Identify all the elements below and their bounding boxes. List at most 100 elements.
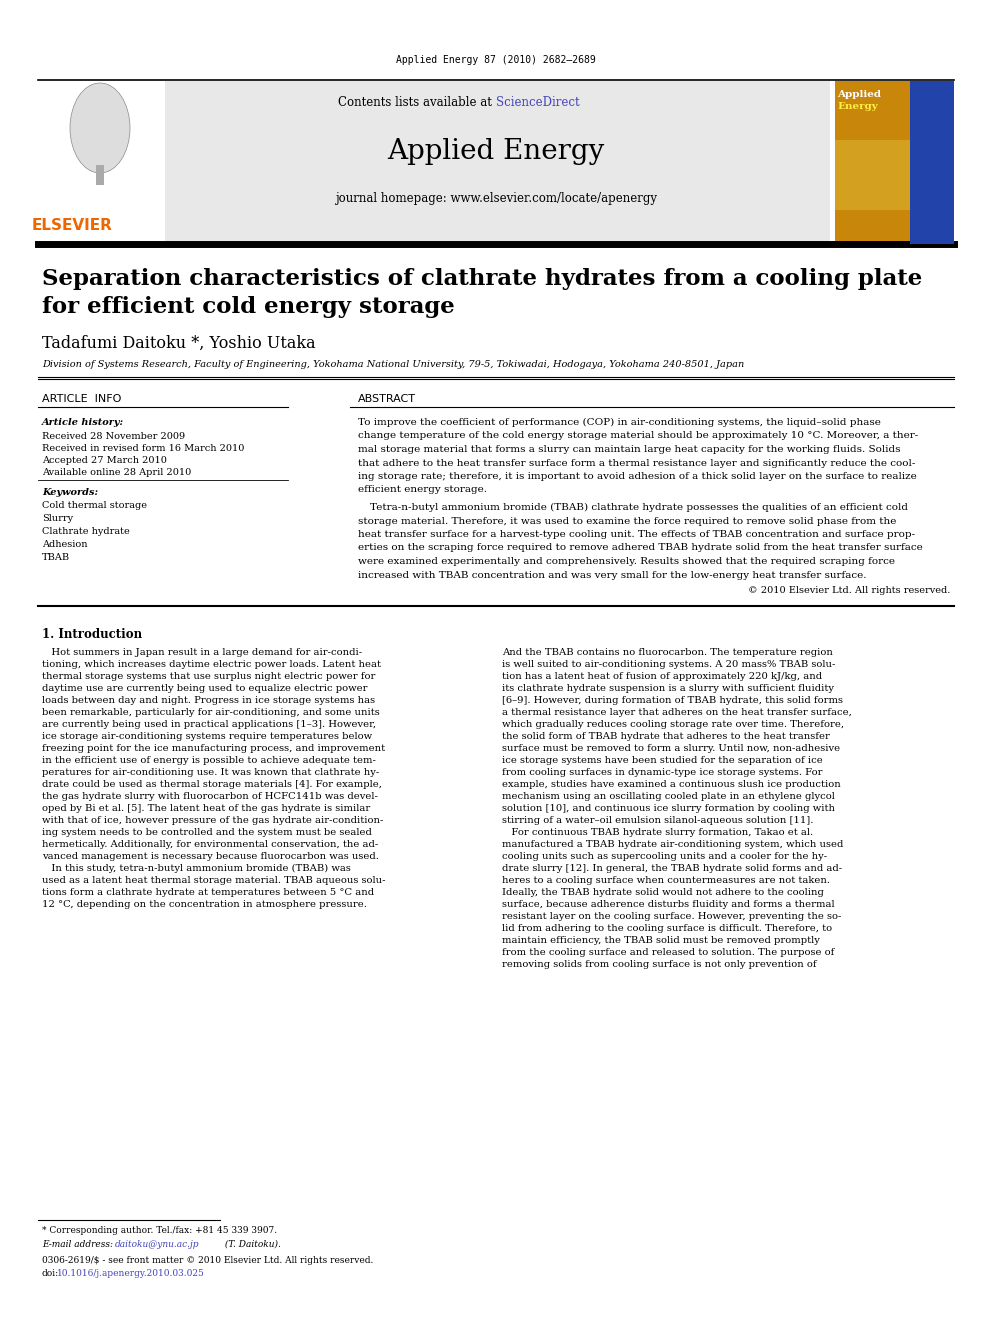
Text: Hot summers in Japan result in a large demand for air-condi-: Hot summers in Japan result in a large d… xyxy=(42,648,362,658)
Text: For continuous TBAB hydrate slurry formation, Takao et al.: For continuous TBAB hydrate slurry forma… xyxy=(502,828,813,837)
Text: lid from adhering to the cooling surface is difficult. Therefore, to: lid from adhering to the cooling surface… xyxy=(502,923,832,933)
Text: manufactured a TBAB hydrate air-conditioning system, which used: manufactured a TBAB hydrate air-conditio… xyxy=(502,840,843,849)
Text: Accepted 27 March 2010: Accepted 27 March 2010 xyxy=(42,456,167,464)
Text: used as a latent heat thermal storage material. TBAB aqueous solu-: used as a latent heat thermal storage ma… xyxy=(42,876,386,885)
Text: cooling units such as supercooling units and a cooler for the hy-: cooling units such as supercooling units… xyxy=(502,852,827,861)
Text: ARTICLE  INFO: ARTICLE INFO xyxy=(42,394,121,404)
Text: Applied Energy 87 (2010) 2682–2689: Applied Energy 87 (2010) 2682–2689 xyxy=(396,56,596,65)
Text: ScienceDirect: ScienceDirect xyxy=(496,97,579,108)
Text: erties on the scraping force required to remove adhered TBAB hydrate solid from : erties on the scraping force required to… xyxy=(358,544,923,553)
Text: tion has a latent heat of fusion of approximately 220 kJ/kg, and: tion has a latent heat of fusion of appr… xyxy=(502,672,822,681)
Text: (T. Daitoku).: (T. Daitoku). xyxy=(222,1240,281,1249)
Text: * Corresponding author. Tel./fax: +81 45 339 3907.: * Corresponding author. Tel./fax: +81 45… xyxy=(42,1226,277,1234)
Text: increased with TBAB concentration and was very small for the low-energy heat tra: increased with TBAB concentration and wa… xyxy=(358,570,866,579)
Text: a thermal resistance layer that adheres on the heat transfer surface,: a thermal resistance layer that adheres … xyxy=(502,708,852,717)
Text: loads between day and night. Progress in ice storage systems has: loads between day and night. Progress in… xyxy=(42,696,375,705)
Text: that adhere to the heat transfer surface form a thermal resistance layer and sig: that adhere to the heat transfer surface… xyxy=(358,459,916,467)
Text: which gradually reduces cooling storage rate over time. Therefore,: which gradually reduces cooling storage … xyxy=(502,720,844,729)
Text: journal homepage: www.elsevier.com/locate/apenergy: journal homepage: www.elsevier.com/locat… xyxy=(335,192,657,205)
Text: Tetra-n-butyl ammonium bromide (TBAB) clathrate hydrate possesses the qualities : Tetra-n-butyl ammonium bromide (TBAB) cl… xyxy=(370,503,908,512)
Text: drate could be used as thermal storage materials [4]. For example,: drate could be used as thermal storage m… xyxy=(42,781,382,789)
Text: been remarkable, particularly for air-conditioning, and some units: been remarkable, particularly for air-co… xyxy=(42,708,380,717)
Text: tioning, which increases daytime electric power loads. Latent heat: tioning, which increases daytime electri… xyxy=(42,660,381,669)
Text: daytime use are currently being used to equalize electric power: daytime use are currently being used to … xyxy=(42,684,367,693)
Text: solution [10], and continuous ice slurry formation by cooling with: solution [10], and continuous ice slurry… xyxy=(502,804,835,814)
Text: maintain efficiency, the TBAB solid must be removed promptly: maintain efficiency, the TBAB solid must… xyxy=(502,935,819,945)
Text: ABSTRACT: ABSTRACT xyxy=(358,394,416,404)
Text: Received in revised form 16 March 2010: Received in revised form 16 March 2010 xyxy=(42,445,244,452)
Text: is well suited to air-conditioning systems. A 20 mass% TBAB solu-: is well suited to air-conditioning syste… xyxy=(502,660,835,669)
Text: Keywords:: Keywords: xyxy=(42,488,98,497)
Text: In this study, tetra-n-butyl ammonium bromide (TBAB) was: In this study, tetra-n-butyl ammonium br… xyxy=(42,864,351,873)
Text: storage material. Therefore, it was used to examine the force required to remove: storage material. Therefore, it was used… xyxy=(358,516,897,525)
Bar xyxy=(835,81,954,243)
Text: ing system needs to be controlled and the system must be sealed: ing system needs to be controlled and th… xyxy=(42,828,372,837)
Text: [6–9]. However, during formation of TBAB hydrate, this solid forms: [6–9]. However, during formation of TBAB… xyxy=(502,696,843,705)
Text: 0306-2619/$ - see front matter © 2010 Elsevier Ltd. All rights reserved.: 0306-2619/$ - see front matter © 2010 El… xyxy=(42,1256,373,1265)
Text: Clathrate hydrate: Clathrate hydrate xyxy=(42,527,130,536)
Text: Energy: Energy xyxy=(837,102,878,111)
Text: Division of Systems Research, Faculty of Engineering, Yokohama National Universi: Division of Systems Research, Faculty of… xyxy=(42,360,744,369)
Text: hermetically. Additionally, for environmental conservation, the ad-: hermetically. Additionally, for environm… xyxy=(42,840,378,849)
Text: Received 28 November 2009: Received 28 November 2009 xyxy=(42,433,186,441)
Text: change temperature of the cold energy storage material should be approximately 1: change temperature of the cold energy st… xyxy=(358,431,919,441)
Text: from cooling surfaces in dynamic-type ice storage systems. For: from cooling surfaces in dynamic-type ic… xyxy=(502,767,822,777)
Text: Applied: Applied xyxy=(837,90,881,99)
Text: freezing point for the ice manufacturing process, and improvement: freezing point for the ice manufacturing… xyxy=(42,744,385,753)
Text: 12 °C, depending on the concentration in atmosphere pressure.: 12 °C, depending on the concentration in… xyxy=(42,900,367,909)
Text: Ideally, the TBAB hydrate solid would not adhere to the cooling: Ideally, the TBAB hydrate solid would no… xyxy=(502,888,824,897)
Text: peratures for air-conditioning use. It was known that clathrate hy-: peratures for air-conditioning use. It w… xyxy=(42,767,379,777)
Text: And the TBAB contains no fluorocarbon. The temperature region: And the TBAB contains no fluorocarbon. T… xyxy=(502,648,833,658)
Text: © 2010 Elsevier Ltd. All rights reserved.: © 2010 Elsevier Ltd. All rights reserved… xyxy=(748,586,950,595)
Text: ice storage air-conditioning systems require temperatures below: ice storage air-conditioning systems req… xyxy=(42,732,372,741)
Text: drate slurry [12]. In general, the TBAB hydrate solid forms and ad-: drate slurry [12]. In general, the TBAB … xyxy=(502,864,842,873)
Text: To improve the coefficient of performance (COP) in air-conditioning systems, the: To improve the coefficient of performanc… xyxy=(358,418,881,427)
Text: heat transfer surface for a harvest-type cooling unit. The effects of TBAB conce: heat transfer surface for a harvest-type… xyxy=(358,531,916,538)
Text: doi:: doi: xyxy=(42,1269,60,1278)
Text: 10.1016/j.apenergy.2010.03.025: 10.1016/j.apenergy.2010.03.025 xyxy=(57,1269,205,1278)
Text: example, studies have examined a continuous slush ice production: example, studies have examined a continu… xyxy=(502,781,841,789)
Bar xyxy=(38,81,165,243)
Text: surface, because adherence disturbs fluidity and forms a thermal: surface, because adherence disturbs flui… xyxy=(502,900,834,909)
Bar xyxy=(96,165,104,185)
Text: Available online 28 April 2010: Available online 28 April 2010 xyxy=(42,468,191,478)
Text: the gas hydrate slurry with fluorocarbon of HCFC141b was devel-: the gas hydrate slurry with fluorocarbon… xyxy=(42,792,378,800)
Text: mechanism using an oscillating cooled plate in an ethylene glycol: mechanism using an oscillating cooled pl… xyxy=(502,792,835,800)
Text: the solid form of TBAB hydrate that adheres to the heat transfer: the solid form of TBAB hydrate that adhe… xyxy=(502,732,830,741)
Text: heres to a cooling surface when countermeasures are not taken.: heres to a cooling surface when counterm… xyxy=(502,876,830,885)
Text: removing solids from cooling surface is not only prevention of: removing solids from cooling surface is … xyxy=(502,960,816,968)
Text: in the efficient use of energy is possible to achieve adequate tem-: in the efficient use of energy is possib… xyxy=(42,755,376,765)
Text: 1. Introduction: 1. Introduction xyxy=(42,628,142,642)
Text: Contents lists available at: Contents lists available at xyxy=(338,97,496,108)
Text: with that of ice, however pressure of the gas hydrate air-condition-: with that of ice, however pressure of th… xyxy=(42,816,383,826)
Bar xyxy=(910,81,954,243)
Text: are currently being used in practical applications [1–3]. However,: are currently being used in practical ap… xyxy=(42,720,376,729)
Text: Applied Energy: Applied Energy xyxy=(387,138,605,165)
Text: ELSEVIER: ELSEVIER xyxy=(32,218,112,233)
Text: mal storage material that forms a slurry can maintain large heat capacity for th: mal storage material that forms a slurry… xyxy=(358,445,901,454)
Text: vanced management is necessary because fluorocarbon was used.: vanced management is necessary because f… xyxy=(42,852,379,861)
Text: its clathrate hydrate suspension is a slurry with sufficient fluidity: its clathrate hydrate suspension is a sl… xyxy=(502,684,834,693)
Text: Cold thermal storage: Cold thermal storage xyxy=(42,501,147,509)
Text: Tadafumi Daitoku *, Yoshio Utaka: Tadafumi Daitoku *, Yoshio Utaka xyxy=(42,335,315,352)
Text: oped by Bi et al. [5]. The latent heat of the gas hydrate is similar: oped by Bi et al. [5]. The latent heat o… xyxy=(42,804,370,814)
Text: daitoku@ynu.ac.jp: daitoku@ynu.ac.jp xyxy=(115,1240,199,1249)
Text: E-mail address:: E-mail address: xyxy=(42,1240,116,1249)
Text: for efficient cold energy storage: for efficient cold energy storage xyxy=(42,296,454,318)
Text: thermal storage systems that use surplus night electric power for: thermal storage systems that use surplus… xyxy=(42,672,375,681)
Text: ing storage rate; therefore, it is important to avoid adhesion of a thick solid : ing storage rate; therefore, it is impor… xyxy=(358,472,917,482)
Text: TBAB: TBAB xyxy=(42,553,70,562)
Text: were examined experimentally and comprehensively. Results showed that the requir: were examined experimentally and compreh… xyxy=(358,557,895,566)
Bar xyxy=(835,140,910,210)
Text: Adhesion: Adhesion xyxy=(42,540,87,549)
Text: Separation characteristics of clathrate hydrates from a cooling plate: Separation characteristics of clathrate … xyxy=(42,269,923,290)
Text: from the cooling surface and released to solution. The purpose of: from the cooling surface and released to… xyxy=(502,949,834,957)
Text: stirring of a water–oil emulsion silanol-aqueous solution [11].: stirring of a water–oil emulsion silanol… xyxy=(502,816,813,826)
Text: Article history:: Article history: xyxy=(42,418,124,427)
Text: ice storage systems have been studied for the separation of ice: ice storage systems have been studied fo… xyxy=(502,755,822,765)
Ellipse shape xyxy=(70,83,130,173)
Text: Slurry: Slurry xyxy=(42,515,73,523)
Text: tions form a clathrate hydrate at temperatures between 5 °C and: tions form a clathrate hydrate at temper… xyxy=(42,888,374,897)
Text: efficient energy storage.: efficient energy storage. xyxy=(358,486,487,495)
Text: surface must be removed to form a slurry. Until now, non-adhesive: surface must be removed to form a slurry… xyxy=(502,744,840,753)
